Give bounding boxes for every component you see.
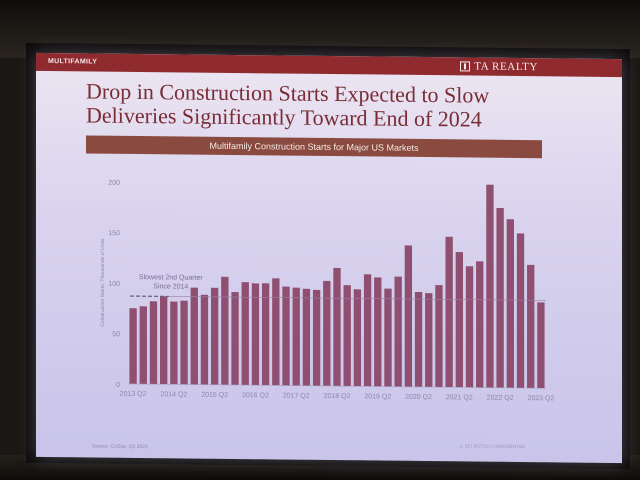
- x-tick-label: 2023 Q2: [527, 395, 554, 402]
- bar-2015-Q4: [231, 292, 239, 386]
- x-tick-label: 2015 Q2: [201, 392, 228, 399]
- x-tick-label: 2018 Q2: [324, 393, 351, 400]
- brand-name: TA REALTY: [474, 60, 538, 74]
- bar-2014-Q1: [160, 296, 168, 385]
- chart-title-bar: Multifamily Construction Starts for Majo…: [86, 135, 542, 159]
- annotation-reference-line: [168, 296, 546, 301]
- bar-2017-Q1: [282, 286, 290, 386]
- bar-2016-Q4: [272, 278, 280, 386]
- building-icon: [460, 61, 471, 72]
- bar-2019-Q4: [394, 276, 402, 387]
- bar-2020-Q4: [435, 285, 443, 388]
- bar-2020-Q1: [404, 245, 413, 387]
- x-tick-label: 2014 Q2: [160, 391, 187, 398]
- bar-2019-Q2: [374, 277, 382, 387]
- bar-2018-Q1: [323, 280, 331, 387]
- y-tick-label: 0: [116, 382, 120, 389]
- x-tick-label: 2016 Q2: [242, 392, 269, 399]
- x-tick-label: 2020 Q2: [405, 394, 432, 401]
- bar-2013-Q2: [129, 308, 137, 384]
- bar-2015-Q3: [221, 276, 229, 385]
- bar-2021-Q2: [455, 251, 464, 388]
- bar-2013-Q3: [139, 306, 147, 385]
- bar-2016-Q2: [251, 283, 260, 386]
- bar-2021-Q1: [445, 236, 453, 388]
- bar-2014-Q3: [180, 300, 188, 385]
- x-tick-label: 2021 Q2: [446, 394, 473, 401]
- bar-2021-Q3: [465, 266, 474, 388]
- section-tag: MULTIFAMILY: [48, 58, 98, 66]
- bar-2017-Q4: [312, 289, 321, 386]
- presentation-slide: MULTIFAMILY TA REALTY Drop in Constructi…: [36, 52, 622, 464]
- bar-2019-Q3: [384, 288, 392, 387]
- y-tick-label: 150: [108, 230, 120, 237]
- bar-2017-Q3: [302, 288, 311, 386]
- bar-2014-Q2: [170, 301, 178, 385]
- construction-starts-chart: 0 50 100 150 200 Construction Starts, Thousan…: [100, 180, 554, 403]
- bar-2017-Q2: [292, 287, 300, 386]
- bar-2016-Q1: [241, 282, 249, 386]
- y-tick-label: 200: [108, 180, 120, 187]
- y-axis-label: Construction Starts, Thousands of Units: [100, 238, 106, 327]
- bar-2018-Q3: [343, 285, 351, 387]
- y-tick-label: 100: [108, 281, 120, 288]
- bar-2022-Q2: [496, 207, 504, 388]
- x-tick-label: 2019 Q2: [364, 393, 391, 400]
- bar-2015-Q2: [210, 287, 219, 385]
- y-tick-label: 50: [112, 331, 120, 338]
- bar-2022-Q3: [506, 219, 514, 388]
- source-note: Source: CoStar, Q2 2023: [92, 443, 148, 451]
- annotation-text-line-1: Slowest 2nd Quarter: [139, 274, 203, 282]
- annotation-text-line-2: Since 2014: [153, 283, 188, 290]
- bar-2013-Q4: [149, 301, 158, 385]
- footer-meta: p. 22 | 8/17/23 | CONFIDENTIAL: [460, 443, 526, 450]
- brand-logo: TA REALTY: [460, 58, 538, 75]
- bar-2016-Q3: [261, 283, 270, 386]
- x-tick-label: 2017 Q2: [283, 393, 310, 400]
- x-axis-line: [128, 383, 546, 389]
- bar-2018-Q4: [353, 289, 362, 387]
- bar-2020-Q2: [414, 291, 423, 387]
- bar-2014-Q4: [190, 287, 198, 385]
- x-tick-label: 2013 Q2: [120, 391, 147, 398]
- bar-2018-Q2: [333, 267, 341, 387]
- bar-2015-Q1: [200, 294, 209, 385]
- bar-2022-Q1: [486, 184, 494, 388]
- bar-2023-Q1: [527, 264, 535, 389]
- slide-title: Drop in Construction Starts Expected to …: [86, 78, 586, 132]
- slide-title-line-2: Deliveries Significantly Toward End of 2…: [86, 102, 482, 132]
- bar-2020-Q3: [425, 293, 433, 388]
- bar-2019-Q1: [363, 274, 372, 387]
- x-tick-label: 2022 Q2: [487, 395, 514, 402]
- bar-2022-Q4: [516, 233, 525, 389]
- bar-2021-Q4: [476, 261, 484, 388]
- bar-2023-Q2: [537, 302, 545, 389]
